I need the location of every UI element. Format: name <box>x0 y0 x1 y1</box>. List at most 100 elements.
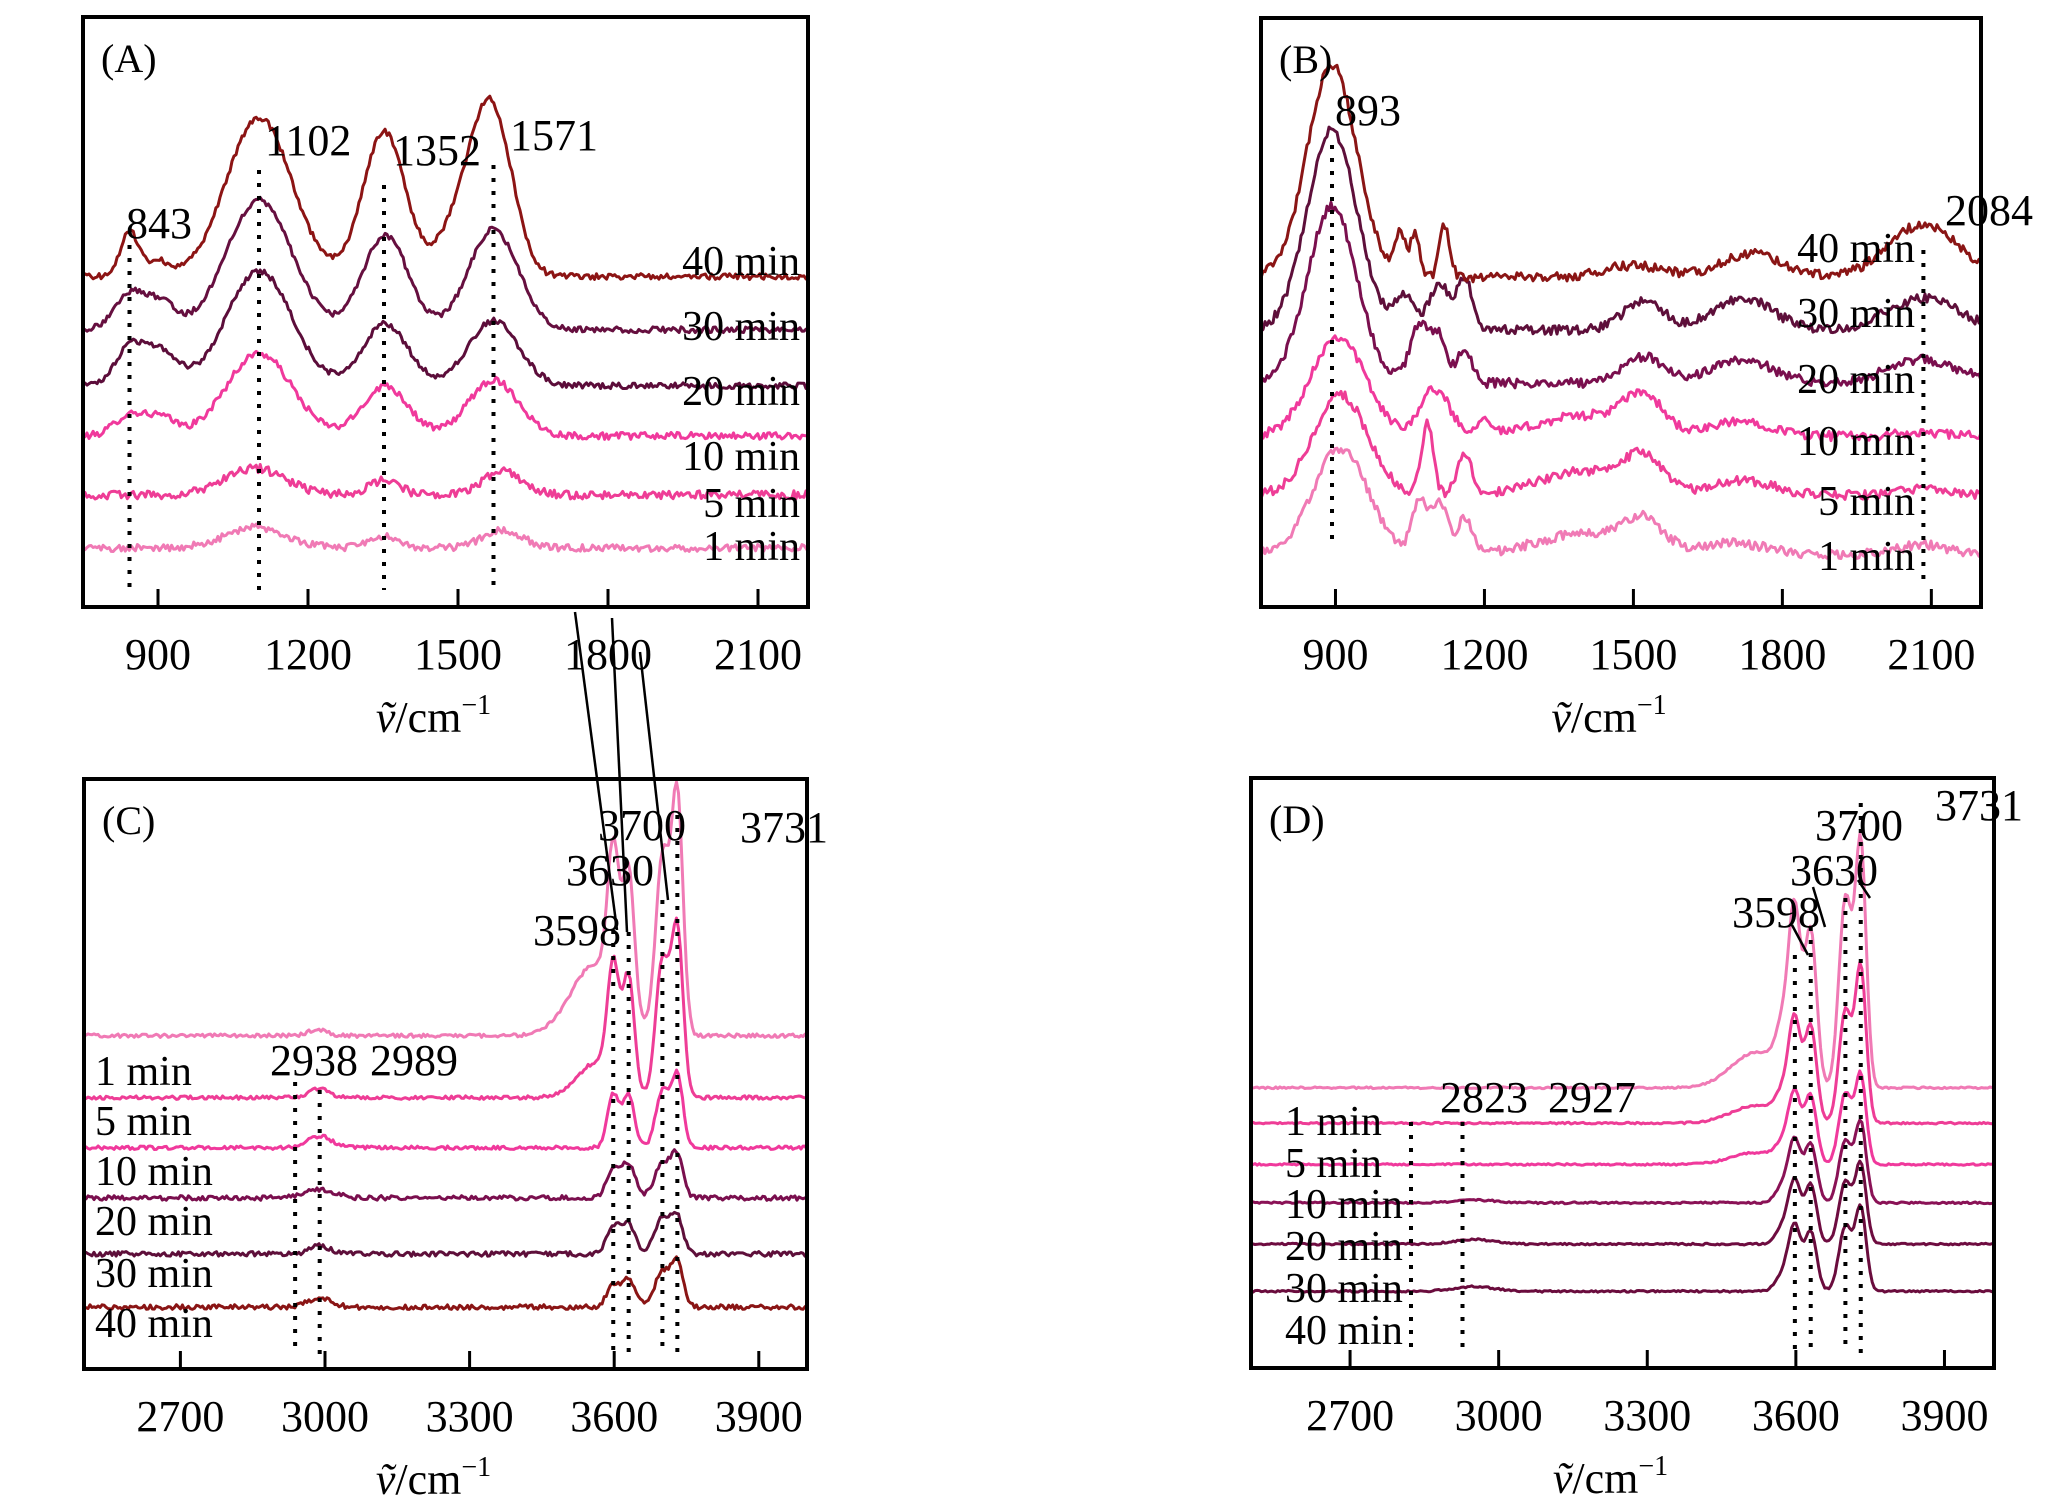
series-label: 10 min <box>682 434 800 480</box>
x-tick-label: 900 <box>125 630 191 679</box>
series-label: 30 min <box>1797 291 1915 337</box>
series-label: 10 min <box>1797 419 1915 465</box>
x-tick-label: 3300 <box>426 1392 514 1441</box>
series-label: 20 min <box>1285 1224 1403 1270</box>
series-line-5-min <box>1250 961 1995 1126</box>
series-label: 1 min <box>1285 1099 1382 1145</box>
x-axis-label-symbol: ṽ <box>376 1455 397 1496</box>
series-label: 40 min <box>1797 226 1915 272</box>
series-line-10-min <box>1260 334 1983 443</box>
series-label: 20 min <box>95 1199 213 1245</box>
series-label: 40 min <box>682 239 800 285</box>
x-axis-label-exponent: −1 <box>461 1452 491 1483</box>
plot-frame <box>81 15 810 609</box>
x-axis-label-exponent: −1 <box>1637 690 1667 721</box>
series-label: 1 min <box>95 1049 192 1095</box>
series-line-30-min <box>82 195 810 335</box>
x-tick-label: 1500 <box>1589 630 1677 679</box>
peak-label-2927: 2927 <box>1548 1073 1636 1122</box>
series-line-1-min <box>1259 446 1982 560</box>
plot-frame <box>1259 16 1983 609</box>
series-line-10-min <box>83 1068 809 1151</box>
x-axis-label: ṽ/cm−1 <box>1551 690 1666 742</box>
x-axis-label-unit: /cm <box>395 1455 461 1496</box>
x-tick-label: 3600 <box>570 1392 658 1441</box>
plot-frame <box>82 777 809 1371</box>
series-label: 10 min <box>95 1149 213 1195</box>
peak-leader-line-3630 <box>1811 886 1827 928</box>
series-line-20-min <box>1250 1118 1995 1206</box>
series-line-30-min <box>1260 125 1982 336</box>
x-tick-label: 2100 <box>1887 630 1975 679</box>
x-axis-label: ṽ/cm−1 <box>376 1452 491 1496</box>
peak-label-3598: 3598 <box>1732 888 1820 937</box>
peak-label-2989: 2989 <box>370 1036 458 1085</box>
peak-label-843: 843 <box>126 199 192 248</box>
x-tick-label: 2100 <box>714 630 802 679</box>
series-label: 5 min <box>703 481 800 527</box>
peak-label-3731: 3731 <box>1935 781 2023 830</box>
series-label: 1 min <box>1818 534 1915 580</box>
peak-label-2823: 2823 <box>1440 1073 1528 1122</box>
x-axis-label-exponent: −1 <box>461 690 491 721</box>
series-label: 20 min <box>1797 357 1915 403</box>
x-axis-label-unit: /cm <box>395 693 461 742</box>
panel-label: (A) <box>101 36 157 81</box>
series-label: 40 min <box>1285 1308 1403 1354</box>
x-axis-label-exponent: −1 <box>1638 1451 1668 1482</box>
series-label: 1 min <box>703 524 800 570</box>
peak-label-3598: 3598 <box>533 906 621 955</box>
x-axis-label-symbol: ṽ <box>376 693 397 742</box>
peak-leader-line-3700 <box>638 651 670 901</box>
series-label: 10 min <box>1285 1182 1403 1228</box>
peak-label-1102: 1102 <box>265 116 351 165</box>
series-label: 30 min <box>682 304 800 350</box>
peak-leader-line-3598 <box>573 611 619 931</box>
x-tick-label: 1200 <box>264 630 352 679</box>
peak-label-3630: 3630 <box>1790 846 1878 895</box>
series-label: 20 min <box>682 369 800 415</box>
series-line-20-min <box>1259 200 1983 390</box>
x-tick-label: 3600 <box>1752 1391 1840 1440</box>
peak-label-3700: 3700 <box>1815 801 1903 850</box>
x-tick-label: 2700 <box>136 1392 224 1441</box>
series-line-30-min <box>1250 1159 1995 1247</box>
x-axis-label-symbol: ṽ <box>1553 1454 1574 1496</box>
x-tick-label: 1200 <box>1440 630 1528 679</box>
panel-label: (D) <box>1269 797 1325 842</box>
peak-label-1571: 1571 <box>510 111 598 160</box>
peak-label-3630: 3630 <box>566 846 654 895</box>
series-label: 5 min <box>1818 479 1915 525</box>
series-line-10-min <box>1250 1069 1995 1167</box>
series-line-40-min <box>1250 1203 1995 1294</box>
peak-label-3700: 3700 <box>598 801 686 850</box>
series-line-10-min <box>81 349 809 441</box>
x-axis-label-unit: /cm <box>1571 693 1637 742</box>
x-tick-label: 1500 <box>414 630 502 679</box>
series-label: 30 min <box>1285 1266 1403 1312</box>
series-label: 5 min <box>1285 1141 1382 1187</box>
series-line-1-min <box>1250 832 1995 1091</box>
x-axis-label-symbol: ṽ <box>1551 693 1572 742</box>
x-tick-label: 1800 <box>1738 630 1826 679</box>
series-line-5-min <box>82 463 810 501</box>
series-line-20-min <box>83 1148 808 1202</box>
x-tick-label: 2700 <box>1306 1391 1394 1440</box>
series-line-20-min <box>82 268 810 391</box>
peak-label-1352: 1352 <box>393 126 481 175</box>
x-tick-label: 3300 <box>1603 1391 1691 1440</box>
x-axis-label-unit: /cm <box>1572 1454 1638 1496</box>
series-line-1-min <box>81 522 810 553</box>
series-label: 5 min <box>95 1099 192 1145</box>
peak-leader-line-3598 <box>1790 924 1810 956</box>
peak-leader-line-3630 <box>610 617 629 933</box>
x-tick-label: 3900 <box>1900 1391 1988 1440</box>
x-axis-label: ṽ/cm−1 <box>376 690 491 742</box>
x-tick-label: 900 <box>1302 630 1368 679</box>
x-tick-label: 3000 <box>281 1392 369 1441</box>
panel-label: (C) <box>102 798 155 843</box>
